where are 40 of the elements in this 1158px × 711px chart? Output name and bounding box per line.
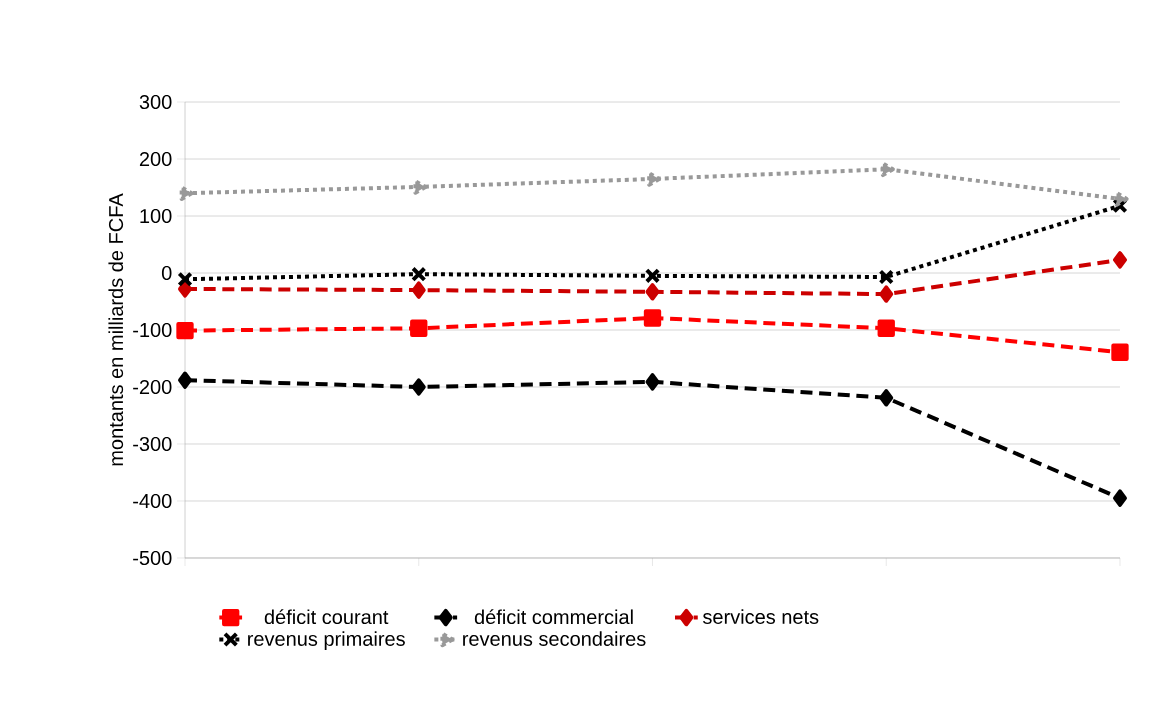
point (879, 389, 894, 407)
point (643, 309, 662, 327)
point (645, 283, 660, 301)
point (177, 271, 193, 287)
y-tick-label: -400 (133, 493, 172, 509)
point (411, 266, 427, 282)
point (411, 281, 426, 299)
y-tick-label: 0 (161, 265, 172, 281)
legend-label: revenus primaires (248, 631, 405, 650)
point (179, 185, 194, 201)
point (877, 319, 895, 337)
y-tick-label: -100 (133, 322, 172, 338)
point (176, 321, 194, 340)
point (413, 179, 428, 195)
y-axis-title: montants en milliards de FCFA (108, 193, 124, 466)
y-tick-label: 300 (139, 94, 172, 110)
point (1112, 489, 1127, 507)
point (178, 371, 193, 389)
point (1112, 251, 1127, 269)
point (878, 269, 894, 285)
point (647, 171, 662, 187)
y-tick-label: -200 (133, 379, 172, 395)
point (1111, 343, 1129, 361)
y-tick-label: -300 (133, 436, 172, 452)
point (1112, 198, 1128, 214)
y-tick-label: -500 (133, 550, 172, 566)
point (410, 319, 428, 337)
legend-label: déficit courant (264, 609, 389, 625)
point (411, 378, 426, 396)
legend-label: revenus secondaires (463, 631, 646, 646)
point (178, 280, 193, 298)
point (1114, 191, 1129, 207)
legend-label: déficit commercial (474, 609, 633, 625)
point (644, 268, 661, 284)
y-tick-label: 200 (139, 151, 172, 167)
point (880, 161, 895, 178)
point (879, 285, 894, 303)
legend-label: services nets (702, 609, 819, 624)
y-tick-label: 100 (140, 208, 172, 224)
point (645, 373, 660, 391)
